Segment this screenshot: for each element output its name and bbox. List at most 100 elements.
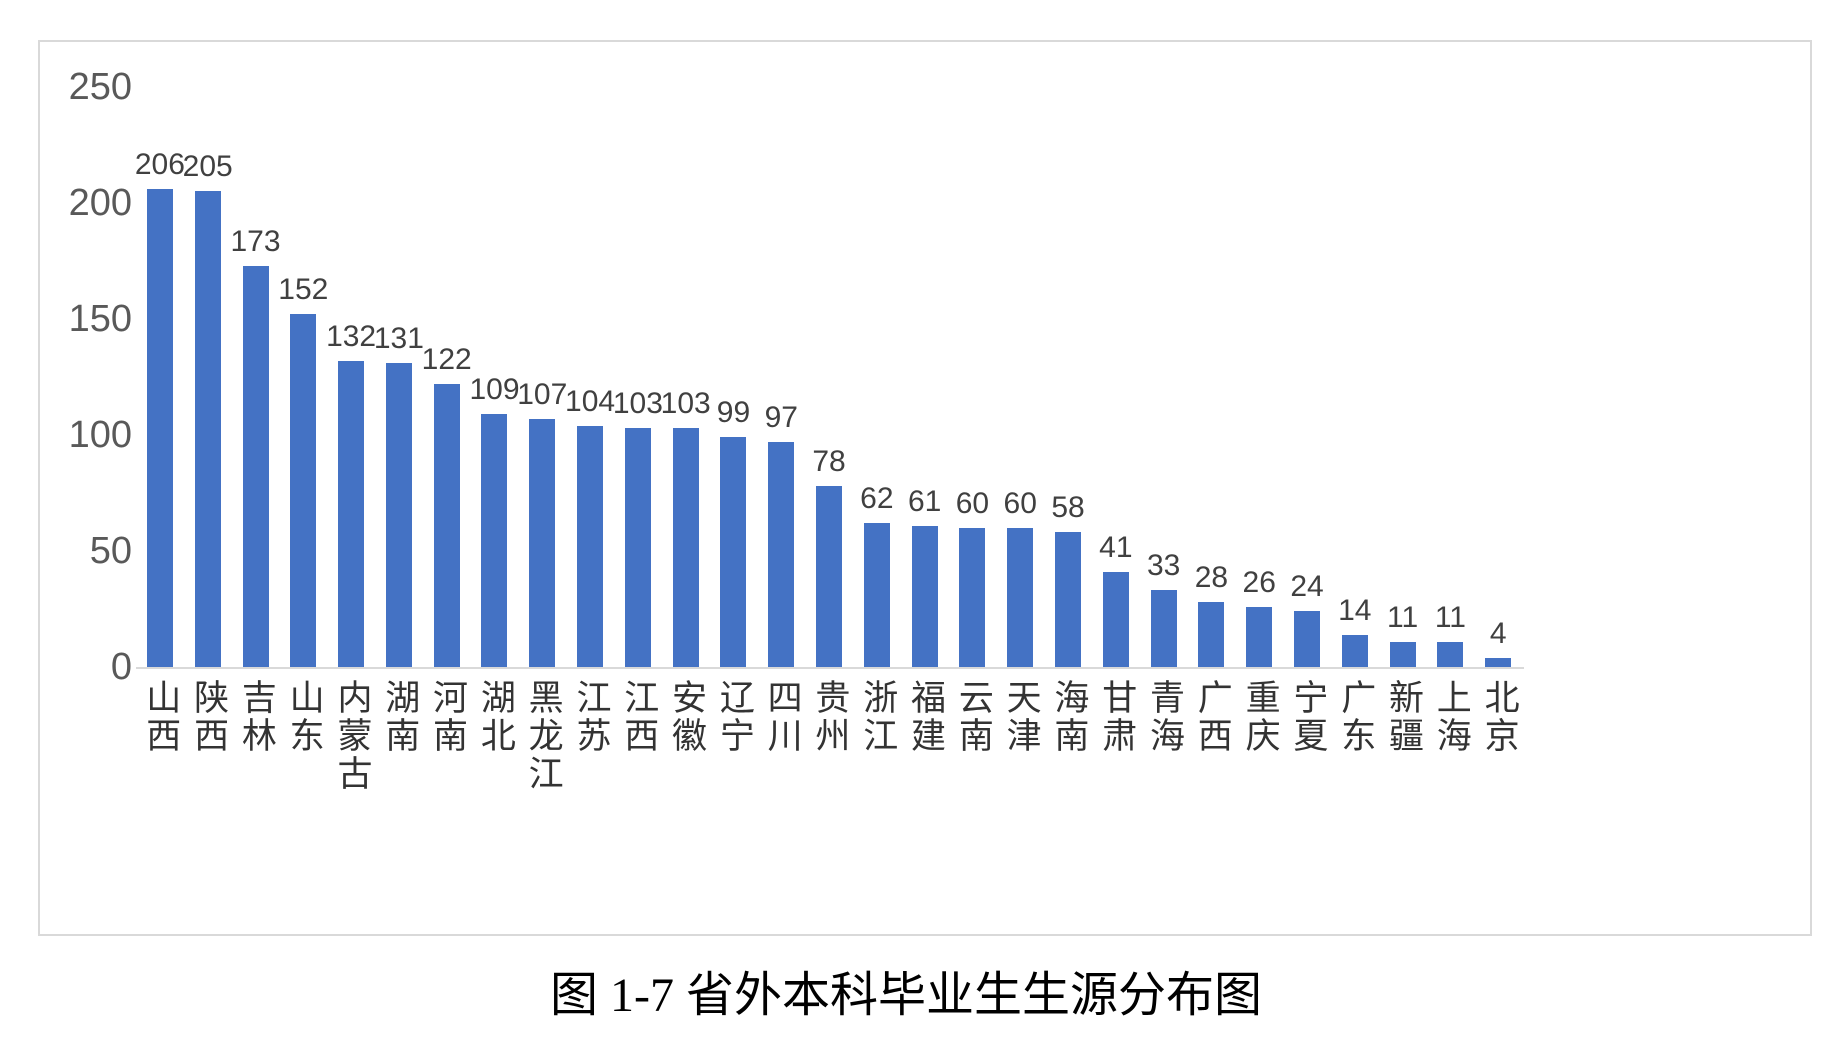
bar xyxy=(481,414,508,667)
bar-area: 60 xyxy=(1004,87,1037,667)
category-label: 青海 xyxy=(1145,679,1184,755)
bar-value-label: 24 xyxy=(1290,570,1324,604)
bar-slot: 97 四川 xyxy=(757,87,805,756)
x-axis-line xyxy=(136,667,1524,669)
bar-slot: 11 新疆 xyxy=(1379,87,1427,755)
category-label: 海南 xyxy=(1049,679,1089,755)
bar-area: 78 xyxy=(812,87,846,667)
bar-value-label: 11 xyxy=(1387,600,1419,634)
bar-slot: 60 天津 xyxy=(996,87,1044,755)
bar-area: 41 xyxy=(1099,87,1133,667)
bar-value-label: 131 xyxy=(373,322,424,356)
bar-area: 131 xyxy=(374,87,424,667)
bar-value-label: 122 xyxy=(421,343,472,376)
bar-area: 152 xyxy=(278,87,328,667)
bars-row: 206 山西 205 陕西 173 吉林 152 山东 132 内蒙古 131 湖南 122 河南 109 湖… xyxy=(135,87,1522,793)
bar-slot: 103 江西 xyxy=(612,87,663,756)
bar-value-label: 78 xyxy=(812,445,846,478)
bar xyxy=(1389,641,1416,667)
bar xyxy=(1055,532,1082,667)
bar xyxy=(624,428,651,667)
bar xyxy=(529,418,556,667)
bar-area: 104 xyxy=(565,87,615,667)
bar-area: 173 xyxy=(230,87,281,667)
bar-area: 24 xyxy=(1290,87,1324,667)
bar xyxy=(1246,606,1273,667)
bar xyxy=(1007,527,1034,667)
bar xyxy=(959,527,986,667)
bar xyxy=(1341,634,1368,667)
bar-slot: 14 广东 xyxy=(1331,87,1379,755)
category-label: 安徽 xyxy=(667,679,707,755)
y-tick-label: 250 xyxy=(68,66,132,108)
bar xyxy=(863,523,890,667)
bar-area: 58 xyxy=(1051,87,1085,667)
bar xyxy=(672,428,699,667)
bar-value-label: 103 xyxy=(660,387,711,420)
bar-area: 206 xyxy=(135,87,185,667)
bar-area: 97 xyxy=(765,87,798,667)
bar-value-label: 41 xyxy=(1099,530,1133,564)
y-tick-label: 150 xyxy=(68,298,132,340)
bar-value-label: 4 xyxy=(1489,616,1507,650)
category-label: 天津 xyxy=(1001,679,1041,755)
bar-value-label: 33 xyxy=(1146,549,1181,583)
category-label: 湖北 xyxy=(475,679,515,755)
category-label: 宁夏 xyxy=(1288,679,1328,755)
bar-slot: 103 安徽 xyxy=(660,87,711,756)
bar-area: 99 xyxy=(717,87,750,667)
category-label: 广西 xyxy=(1192,679,1232,755)
bar-area: 205 xyxy=(183,87,233,667)
category-label: 江苏 xyxy=(571,679,611,755)
bar xyxy=(768,442,795,667)
bar xyxy=(433,384,460,667)
bar-area: 33 xyxy=(1147,87,1180,667)
bar-value-label: 132 xyxy=(326,319,377,353)
bar-slot: 205 陕西 xyxy=(183,87,233,755)
bar-area: 60 xyxy=(956,87,989,667)
category-label: 浙江 xyxy=(858,679,898,755)
bar-slot: 78 贵州 xyxy=(805,87,853,756)
bar-value-label: 60 xyxy=(955,486,990,520)
category-label: 北京 xyxy=(1479,679,1519,755)
bar xyxy=(1198,602,1225,667)
bar-area: 11 xyxy=(1435,87,1466,667)
category-label: 山东 xyxy=(284,679,324,755)
bar xyxy=(816,486,843,667)
category-label: 吉林 xyxy=(236,679,276,755)
category-label: 湖南 xyxy=(380,679,420,755)
bar-slot: 26 重庆 xyxy=(1235,87,1283,755)
chart-caption: 图 1-7 省外本科毕业生生源分布图 xyxy=(550,969,1262,1022)
bar-slot: 99 辽宁 xyxy=(710,87,758,755)
y-tick-label: 100 xyxy=(68,414,132,456)
bar-slot: 58 海南 xyxy=(1044,87,1092,755)
bar-value-label: 26 xyxy=(1242,565,1276,599)
category-label: 贵州 xyxy=(810,679,850,755)
bar-area: 107 xyxy=(517,87,567,667)
category-label: 山西 xyxy=(141,679,181,755)
bar-slot: 104 江苏 xyxy=(565,87,615,755)
bar xyxy=(911,525,938,667)
bar-slot: 60 云南 xyxy=(949,87,997,755)
category-label: 内蒙古 xyxy=(332,679,372,793)
category-label: 云南 xyxy=(953,679,993,755)
bar-value-label: 103 xyxy=(612,387,663,420)
bar xyxy=(385,363,412,667)
bar-value-label: 99 xyxy=(716,396,751,430)
y-tick-label: 200 xyxy=(68,182,132,224)
bar xyxy=(290,314,317,667)
bar xyxy=(1485,657,1512,667)
bar-value-label: 61 xyxy=(907,484,942,518)
category-label: 重庆 xyxy=(1240,679,1280,755)
bar-slot: 107 黑龙江 xyxy=(517,87,567,793)
bar-slot: 4 北京 xyxy=(1474,87,1522,755)
category-label: 上海 xyxy=(1431,679,1471,755)
bar xyxy=(242,265,269,667)
y-tick-label: 50 xyxy=(89,530,132,572)
bar-slot: 132 内蒙古 xyxy=(326,87,377,793)
bar-value-label: 11 xyxy=(1434,600,1466,634)
bar-area: 4 xyxy=(1485,87,1512,667)
bar-slot: 62 浙江 xyxy=(853,87,901,755)
bar xyxy=(194,191,221,667)
y-tick-label: 0 xyxy=(110,646,132,688)
